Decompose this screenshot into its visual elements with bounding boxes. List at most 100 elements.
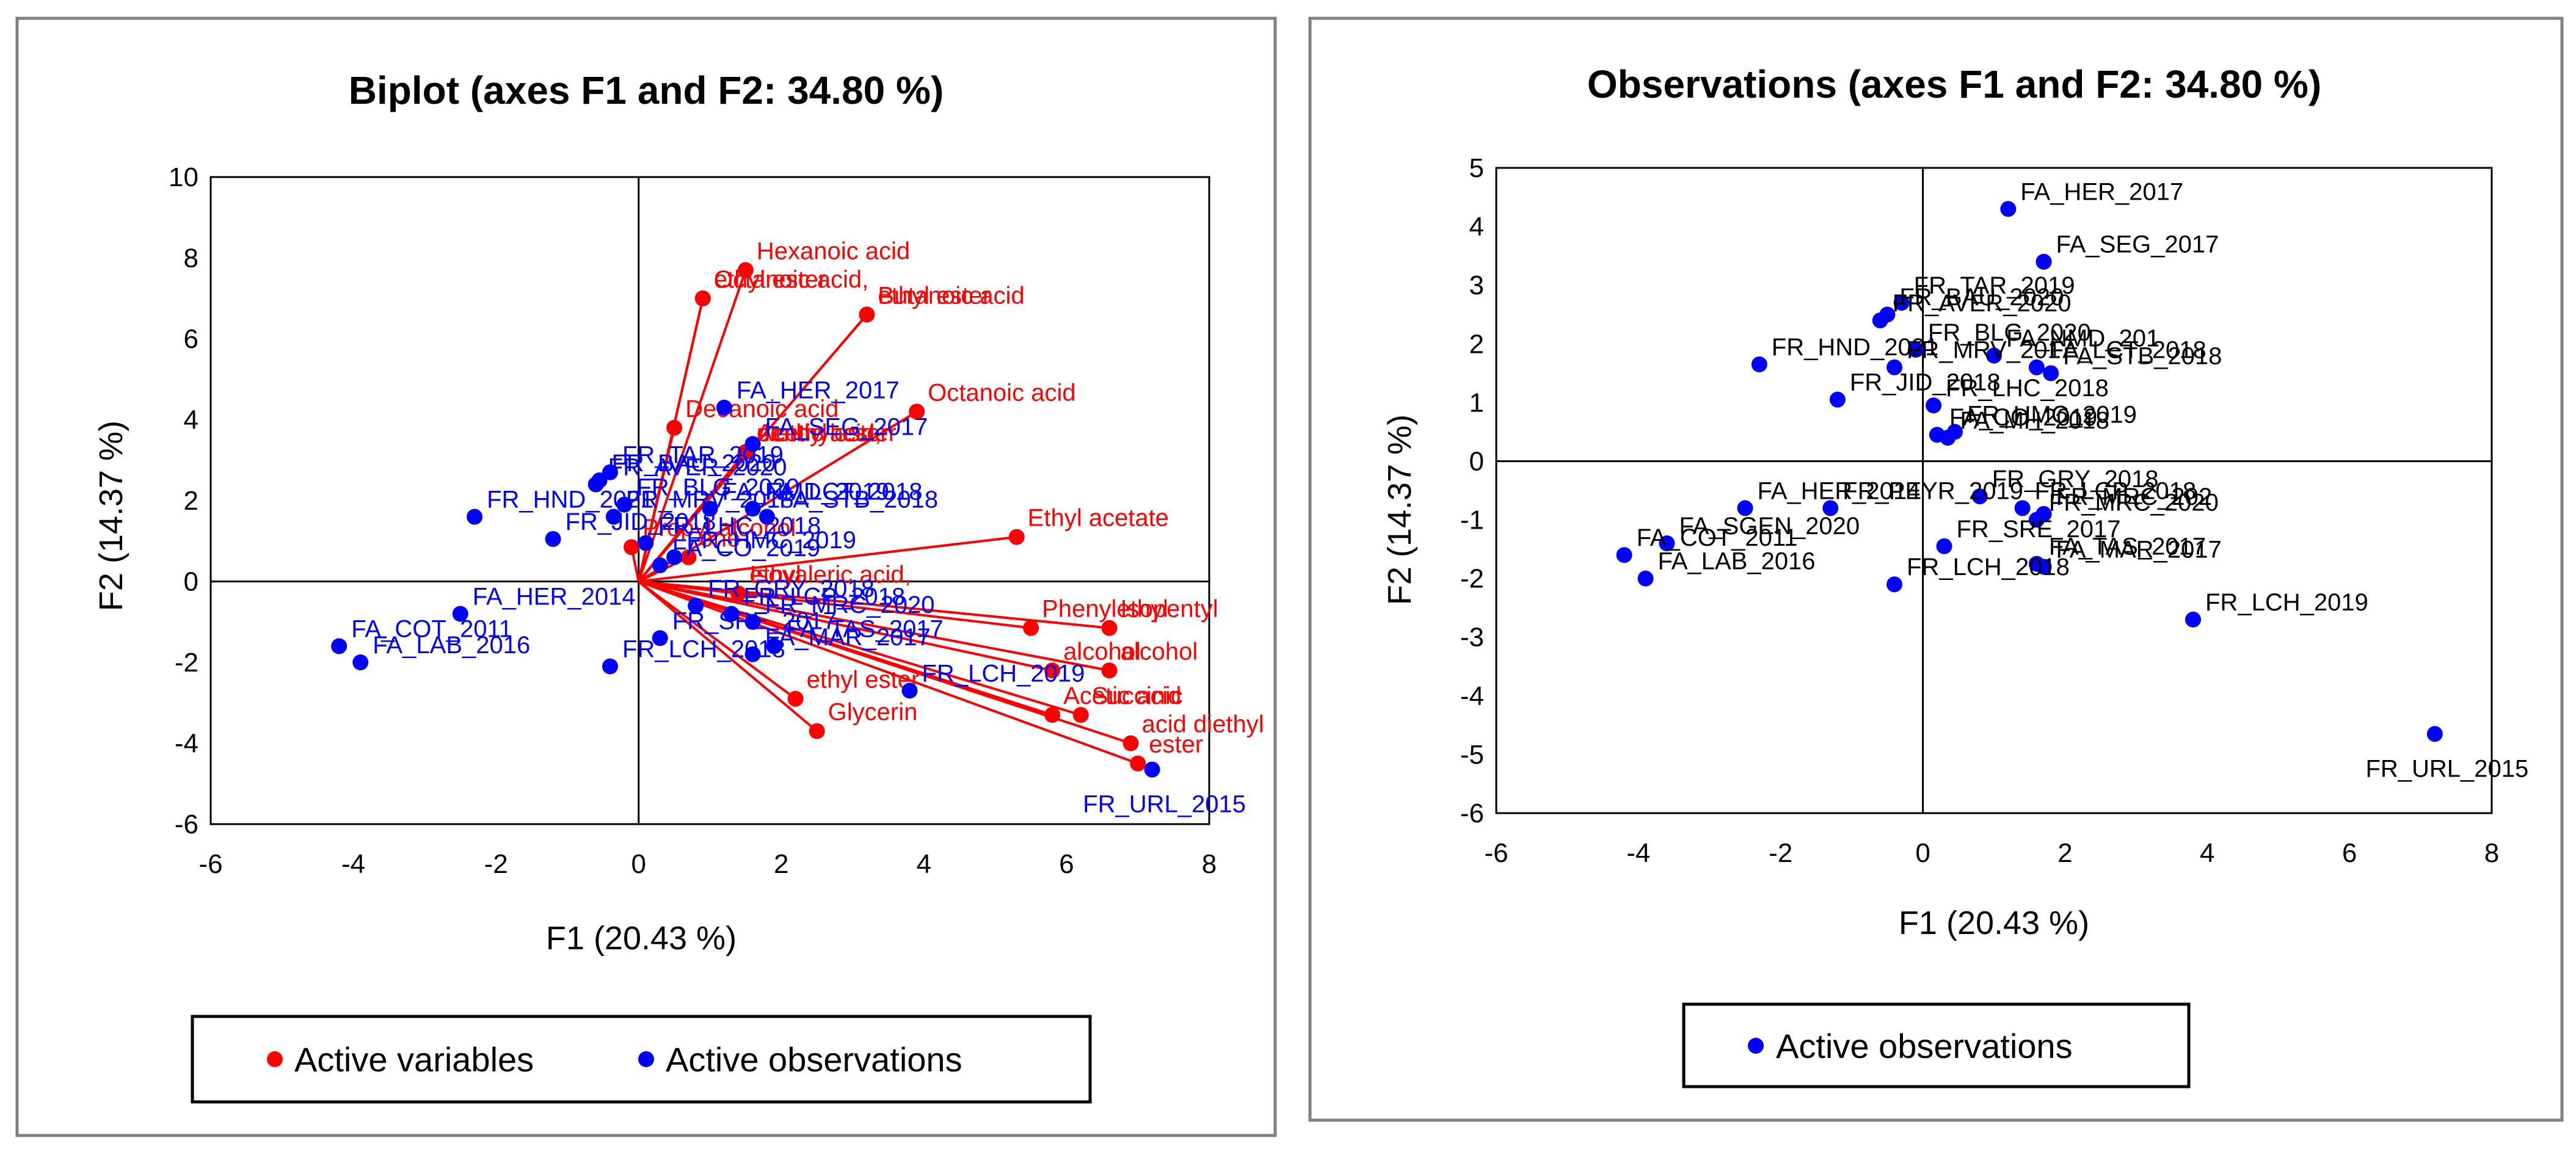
p2-y-tick-label: 0 xyxy=(1469,446,1484,476)
observation-label: FA_NMD_2019 xyxy=(722,478,889,505)
variable-label: Octanoic acid xyxy=(928,379,1075,406)
variable-vector xyxy=(638,580,1138,765)
observation-point xyxy=(2028,512,2045,528)
observations-x-axis-label: F1 (20.43 %) xyxy=(1899,905,2089,941)
observation-point xyxy=(1829,391,1846,408)
p1-y-tick-label: 4 xyxy=(184,405,198,435)
observation-label: FA_COT_2011 xyxy=(1637,524,1798,551)
variable-point xyxy=(737,262,754,278)
variable-vector xyxy=(638,580,1132,745)
observation-point xyxy=(716,399,732,416)
p2-x-tick-label: 0 xyxy=(1915,838,1930,868)
observation-label: FA_COT_2011 xyxy=(351,616,512,643)
observation-label: FR_GRY_2018 xyxy=(1992,466,2159,493)
observation-label: FR_BAU_2020 xyxy=(611,450,776,477)
observation-label: FA_SEG_2017 xyxy=(2056,231,2219,258)
variable-label: ethyl ester xyxy=(878,282,991,309)
observation-point xyxy=(638,535,654,551)
observation-label: FR_SRE_2017 xyxy=(672,607,837,634)
observation-point xyxy=(452,606,468,622)
variable-vector xyxy=(638,580,1082,717)
observation-label: FR_LCH_2019 xyxy=(922,660,1085,687)
p2-x-tick-label: 6 xyxy=(2342,838,2357,868)
observation-label: FA_HER_2014 xyxy=(1758,477,1921,504)
p1-y-tick-label: -6 xyxy=(175,809,198,839)
observation-point xyxy=(1986,347,2002,364)
variable-label: Butanoic acid xyxy=(878,282,1024,309)
p2-x-tick-label: -2 xyxy=(1769,838,1792,868)
observation-point xyxy=(2185,611,2201,628)
observation-label: FR_HND_2021 xyxy=(487,487,653,513)
variable-label: Decanoic acid xyxy=(685,396,839,422)
p1-x-tick-label: 0 xyxy=(631,849,646,879)
variable-point xyxy=(1122,735,1139,751)
observation-point xyxy=(1926,397,1942,414)
observation-label: FR_GRY_2018 xyxy=(708,575,875,602)
variable-label: alcohol xyxy=(1121,638,1198,665)
observation-point xyxy=(2036,559,2052,575)
p2-y-tick-label: 5 xyxy=(1469,153,1484,183)
variable-vector xyxy=(638,580,1110,672)
legend-active-observations: Active observations xyxy=(666,1040,962,1079)
p1-y-tick-label: 6 xyxy=(184,324,198,354)
observation-point xyxy=(1936,538,1952,554)
legend-active-observations-2: Active observations xyxy=(1776,1027,2073,1065)
legend-active-variables: Active variables xyxy=(294,1040,534,1079)
observation-label: FA_LAB_2016 xyxy=(373,632,530,659)
observation-point xyxy=(2014,500,2031,516)
observation-point xyxy=(744,614,761,630)
observation-label: FR_LCP_2018 xyxy=(2035,477,2197,504)
observation-point xyxy=(2000,201,2017,217)
p1-y-tick-label: 8 xyxy=(184,244,198,273)
variable-vector xyxy=(638,580,796,700)
observation-point xyxy=(1872,312,1888,328)
variable-point xyxy=(694,290,711,306)
p1-x-tick-label: -6 xyxy=(198,849,222,879)
observation-point xyxy=(1822,500,1839,516)
variable-label: diethyl ester xyxy=(757,420,889,447)
variable-label: one xyxy=(699,525,740,552)
variable-vector xyxy=(638,535,1017,583)
variable-point xyxy=(666,419,683,436)
p1-x-tick-label: 8 xyxy=(1202,849,1217,879)
variable-label: Glycerin xyxy=(828,699,918,726)
p1-y-tick-label: 10 xyxy=(169,162,198,192)
observation-label: FR_LCH_2018 xyxy=(1907,554,2070,581)
observation-label: FR_BLG_2020 xyxy=(636,474,799,501)
observation-label: FR_MRC_2020 xyxy=(2049,490,2219,516)
observation-point xyxy=(688,598,704,614)
legend-observations-marker xyxy=(638,1051,654,1067)
variable-point xyxy=(787,690,804,707)
p2-x-tick-label: 8 xyxy=(2484,838,2499,868)
p2-y-tick-label: -1 xyxy=(1460,505,1484,535)
biplot-y-axis-label: F2 (14.37 %) xyxy=(93,421,129,611)
p2-y-tick-label: -5 xyxy=(1460,740,1484,770)
p2-y-tick-label: 3 xyxy=(1469,270,1484,300)
observation-point xyxy=(1751,356,1767,372)
observation-label: FR_URL_2015 xyxy=(1083,791,1246,818)
variable-point xyxy=(909,404,925,420)
observation-point xyxy=(723,606,740,622)
observation-label: FA_LAB_2016 xyxy=(1658,548,1816,575)
variable-vector xyxy=(638,580,1110,629)
variable-label: Phenylethyl xyxy=(1042,596,1168,623)
observation-point xyxy=(602,658,618,675)
variable-point xyxy=(1101,662,1118,679)
p1-x-tick-label: 4 xyxy=(917,849,931,879)
observation-point xyxy=(1893,295,1910,311)
observation-point xyxy=(467,509,483,525)
observation-label: FA_STB_2018 xyxy=(779,487,938,513)
variable-point xyxy=(1023,620,1039,636)
variable-point xyxy=(859,306,875,323)
observation-label: FR_JID_2018 xyxy=(1850,369,2001,396)
observation-label: FR_HMC_2019 xyxy=(1967,401,2137,428)
observation-label: FA_MAR_2017 xyxy=(765,624,931,651)
observation-point xyxy=(1929,427,1945,443)
observation-label: FA_MAR_2017 xyxy=(2056,536,2222,563)
observation-point xyxy=(744,436,761,452)
observation-point xyxy=(744,501,761,517)
variable-label: Isovaleric acid, xyxy=(749,561,911,588)
biplot-x-axis-label: F1 (20.43 %) xyxy=(546,920,737,957)
observation-point xyxy=(331,638,347,654)
observation-label: FR_HMC_2019 xyxy=(686,527,856,554)
